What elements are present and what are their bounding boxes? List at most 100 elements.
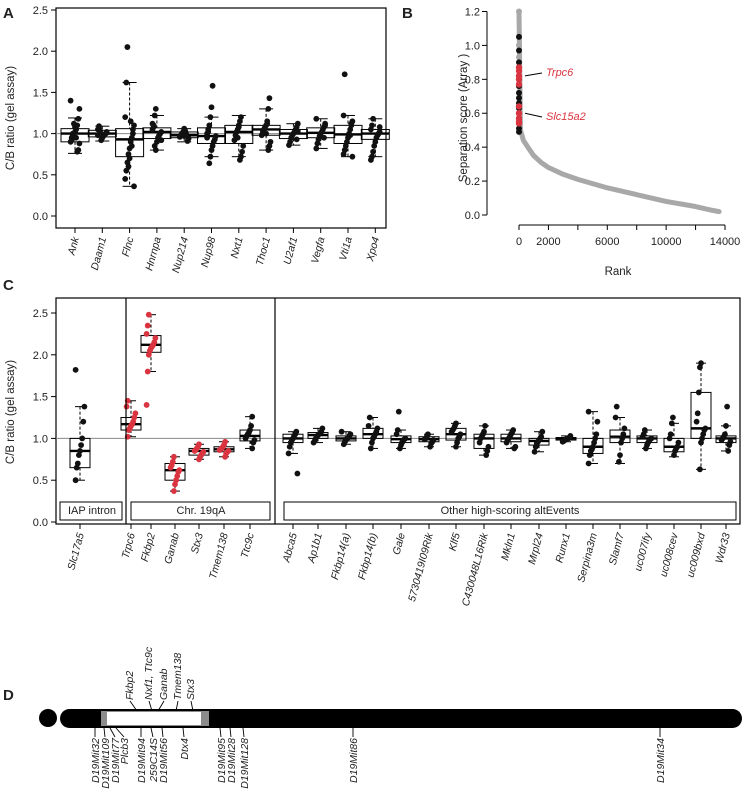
panel-c-data-point [125,427,132,433]
panel-a-data-point [237,157,243,163]
panel-a-ytick-label: 1.0 [33,129,48,141]
panel-a-data-point [208,104,215,111]
marker-pointer-bottom [229,727,232,738]
panel-c-data-point [617,452,623,459]
panel-c-data-point [81,403,88,410]
panel-a-data-point [126,155,133,162]
panel-c-category-label: 5730419I09Rik [406,531,436,603]
marker-label-bottom: D19Mit86 [348,738,360,783]
panel-a-data-point [76,140,83,147]
panel-a-data-point [122,176,129,182]
panel-a-ytick-label: 0.5 [33,170,48,182]
panel-a-category-label: Nup214 [170,236,191,275]
panel-b-point-grey [516,54,522,61]
panel-c-data-point [612,414,619,421]
panel-c-category-label: Wdr33 [713,532,733,565]
panel-a-data-point [130,130,136,137]
panel-b-xtick-label: 14000 [710,236,741,248]
panel-b-ytick-label: 1.0 [465,40,480,52]
panel-a-data-point [149,120,156,127]
panel-a-data-point [204,134,211,141]
panel-a-data-point [184,138,191,144]
panel-a-data-point [205,129,212,135]
panel-c-data-point [639,433,646,440]
panel-a-data-point [371,143,378,149]
panel-c-data-point [76,452,82,459]
panel-c-data-point [171,488,177,494]
panel-c-data-point [222,453,229,460]
panel-b: Separation score (Array ) Rank 0.0 0.2 0.4… [458,6,740,278]
panel-c-data-point [594,418,601,425]
panel-a-data-point [75,115,82,122]
panel-a-data-point [76,105,83,112]
group-box-other-altevents [283,501,737,521]
panel-a-data-point [69,130,76,137]
panel-a-ytick-label: 2.5 [33,5,48,17]
panel-d: Fkbp2 Nxf1, Ttc9c Ganab Tmem138 Stx3 D19Mit32… [39,646,742,789]
group-label-iap-intron: IAP intron [68,505,116,517]
panel-c-label: C [3,277,14,294]
panel-c-data-point [79,435,86,442]
panel-c-data-point [453,443,459,450]
panel-c-data-point [698,439,704,446]
panel-c-data-point [718,437,725,443]
panel-c-data-point [144,368,151,375]
panel-a-data-point [340,112,347,119]
panel-a-data-point [124,44,131,50]
panel-a-data-point [128,143,135,149]
panel-b-point-red [515,67,523,75]
panel-b-ytick-label: 0.2 [465,176,480,188]
panel-a-category-label: Xpo4 [364,236,382,264]
panel-c-category-label: Fkbp14(b) [356,532,380,581]
panel-c-data-point [144,322,151,329]
panel-a-data-point [265,105,272,112]
panel-c-data-point [539,428,546,435]
panel-b-xtick-label: 6000 [595,236,619,248]
marker-pointer-bottom [219,727,222,738]
panel-c-data-point [216,447,223,454]
marker-pointer-bottom [150,727,154,738]
panel-c-category-label: uc008cev [658,531,681,578]
panel-a-category-label: Ank [65,235,82,257]
panel-c-data-point [726,442,733,448]
panel-c-data-point [643,445,649,452]
panel-c-ytick-label: 2.0 [33,350,48,362]
panel-b-xtick-label: 10000 [651,236,682,248]
panel-c-data-point [196,456,202,463]
panel-a-data-point [263,130,269,137]
panel-b-point-red [515,76,523,83]
gene-label-top: Fkbp2 [124,671,136,700]
marker-pointer-bottom [109,727,116,738]
panel-a-ylabel: C/B ratio (gel assay) [5,66,17,170]
marker-label-bottom: D19Mit109 [100,738,112,789]
panel-c-data-point [250,439,257,446]
panel-c-data-point [532,443,539,450]
panel-a-data-point [98,137,105,144]
panel-c-data-point [286,443,293,450]
panel-a-category-label: Vti1a [337,236,355,262]
panel-c-data-point [72,477,79,484]
panel-c-data-point [73,464,80,471]
panel-b-point-red [515,81,523,88]
panel-c-ytick-label: 0.0 [33,517,48,529]
panel-c-category-label: Abca5 [280,532,300,565]
panel-c-category-label: uc009bxd [685,531,709,579]
panel-c-category-label: Fkbp2 [139,532,158,563]
panel-c-ytick-label: 2.5 [33,308,48,320]
panel-a-data-point [349,153,356,160]
panel-c-data-point [618,439,624,446]
panel-c-category-label: Fkbp14(a) [329,532,353,581]
panel-c-category-label: Gale [391,532,408,557]
marker-pointer-bottom [103,727,106,738]
chromosome-bar [60,709,742,728]
panel-a-data-point [181,133,188,139]
panel-a-data-point [158,137,165,144]
panel-a-data-point [130,126,136,133]
panel-a-data-point [182,128,189,135]
annotation-slc15a2: Slc15a2 [546,111,586,123]
panel-a-category-label: Nxt1 [229,236,246,260]
marker-pointer-bottom [115,727,125,738]
panel-a-data-point [293,136,300,143]
panel-c-category-label: Mrpl24 [526,532,546,566]
panel-c-data-point [397,445,403,452]
